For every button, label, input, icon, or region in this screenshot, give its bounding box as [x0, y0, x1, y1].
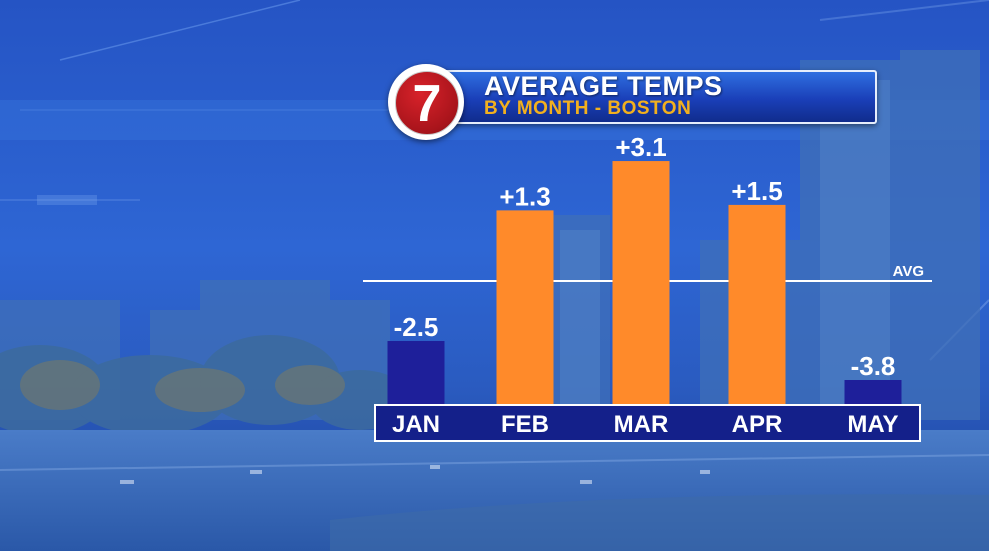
- category-labels: JAN FEB MAR APR MAY: [392, 411, 899, 438]
- value-label-mar: +3.1: [615, 132, 666, 162]
- station-logo: 7: [388, 64, 464, 140]
- bar-apr: [728, 204, 786, 405]
- value-label-apr: +1.5: [731, 176, 782, 206]
- bars-group: [387, 161, 902, 405]
- category-label-mar: MAR: [614, 411, 669, 438]
- logo-red-disc: 7: [395, 71, 459, 135]
- category-label-jan: JAN: [392, 411, 440, 438]
- category-band: [374, 404, 921, 442]
- value-labels: -2.5 +1.3 +3.1 +1.5 -3.8: [394, 132, 896, 381]
- bar-jan: [387, 341, 445, 405]
- chart-subtitle: BY MONTH - BOSTON: [484, 98, 692, 119]
- avg-label: AVG: [893, 263, 924, 280]
- bar-feb: [496, 210, 554, 405]
- value-label-feb: +1.3: [499, 181, 550, 211]
- category-label-apr: APR: [732, 411, 783, 438]
- category-label-may: MAY: [847, 411, 898, 438]
- value-label-may: -3.8: [851, 351, 896, 381]
- value-label-jan: -2.5: [394, 312, 439, 342]
- title-banner: [437, 70, 877, 124]
- category-label-feb: FEB: [501, 411, 549, 438]
- bar-may: [844, 380, 902, 405]
- logo-digit: 7: [412, 75, 442, 133]
- chart-title: AVERAGE TEMPS: [484, 71, 723, 101]
- bar-mar: [612, 161, 670, 405]
